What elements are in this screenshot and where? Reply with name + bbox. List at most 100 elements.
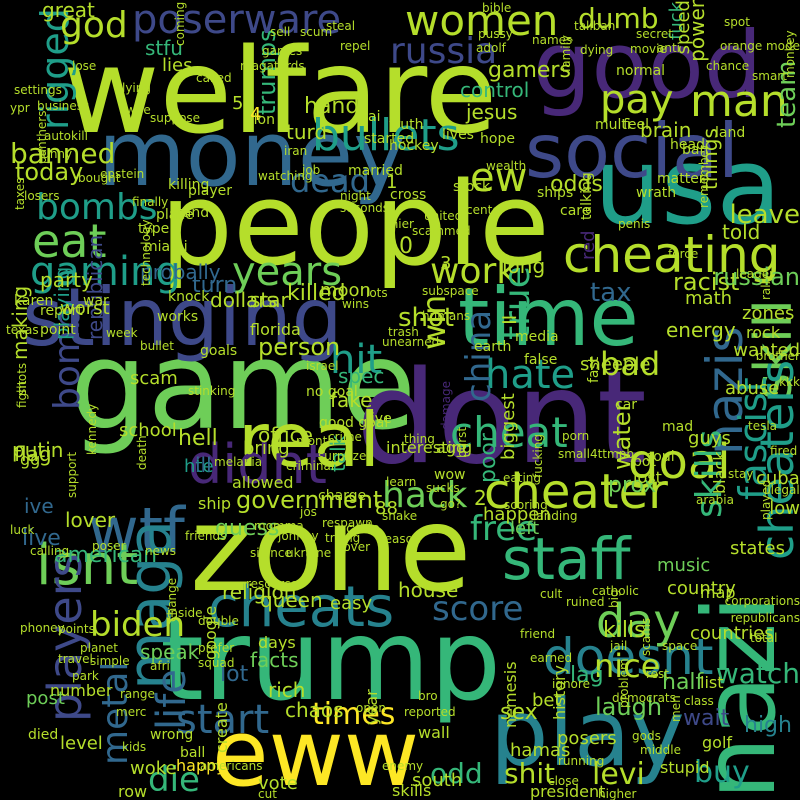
cloud-word-brain: brain [640, 118, 692, 142]
cloud-word-leader: leader [736, 267, 775, 281]
cloud-word-government: government [236, 486, 383, 514]
cloud-word-chance: chance [706, 59, 750, 73]
cloud-word-hit: hit [330, 337, 383, 383]
cloud-word-earth: earth [474, 339, 512, 355]
cloud-word-ukraine: ukraine [286, 546, 332, 560]
cloud-word-man: man [690, 76, 788, 127]
cloud-word-sucks: sucks [426, 481, 460, 495]
cloud-word-report: report [40, 303, 83, 319]
cloud-word-sell: sell [270, 25, 291, 39]
cloud-word-melania: melania [214, 455, 263, 469]
cloud-word-bullet: bullet [140, 339, 174, 353]
cloud-word-happy: happy [176, 756, 226, 775]
cloud-word-force: force [668, 247, 699, 261]
cloud-word-lots: lots [366, 286, 388, 300]
cloud-word-bullets: bullets [312, 110, 460, 161]
cloud-word-long: long [502, 254, 546, 278]
cloud-word-4: 4 [250, 104, 262, 125]
cloud-word-american: american [54, 543, 158, 568]
cloud-word-damage: damage [439, 380, 453, 430]
cloud-word-free: free [470, 509, 538, 549]
cloud-word-spec: spec [338, 364, 385, 388]
cloud-word-reported: reported [404, 705, 456, 719]
cloud-word-played: played [759, 479, 773, 520]
cloud-word-stinking: stinking [188, 384, 236, 398]
cloud-word-sex: sex [500, 700, 538, 725]
cloud-word-ago: ago [436, 438, 466, 457]
cloud-word-news: news [145, 544, 177, 558]
cloud-word-dead: dead [290, 162, 370, 200]
cloud-word-higher: higher [598, 787, 637, 800]
cloud-word-movie: movie [630, 42, 667, 56]
cloud-word-shot: shot [398, 303, 455, 333]
cloud-word-wow: wow [434, 467, 466, 483]
cloud-word-good-goal: good goal [319, 415, 389, 431]
cloud-word-media: media [515, 329, 559, 345]
cloud-word-started: started [364, 131, 415, 147]
cloud-word-stay: stay [728, 467, 754, 481]
cloud-word-democrats: democrats [612, 691, 676, 705]
cloud-word-job: job [302, 163, 321, 177]
cloud-word-surprize: surprize [318, 449, 367, 463]
cloud-word-miami: miami [144, 239, 188, 255]
cloud-word-technology: technology [139, 219, 153, 286]
cloud-word-kennedy: kennedy [85, 403, 99, 455]
cloud-word-small4ttmpb: small4ttmpb [558, 447, 634, 461]
cloud-word-lover: lover [340, 540, 371, 554]
cloud-word-land: land [715, 125, 746, 141]
cloud-word-taxes: taxes [13, 177, 27, 210]
cloud-word-care: care [560, 203, 591, 219]
cloud-word-staff: staff [502, 525, 631, 593]
cloud-word-charge: charge [318, 488, 367, 504]
cloud-word-no-goal: no goal [306, 384, 358, 400]
cloud-word-stinging: stinging [22, 271, 343, 364]
cloud-word-israel: israel [306, 359, 339, 373]
cloud-word-doesnt: doesnt [543, 628, 714, 686]
cloud-word-talking: talking [579, 172, 595, 220]
cloud-word-nice: nice [594, 647, 661, 685]
cloud-word-eating: eating [503, 471, 541, 485]
cloud-word-stupid: stupid [660, 758, 710, 777]
cloud-word-friend: friend [520, 627, 556, 641]
cloud-word-power: power [685, 0, 709, 62]
cloud-word-odd: odd [430, 757, 483, 790]
cloud-word-isnt: isnt [36, 533, 139, 598]
cloud-word-hte: hte [184, 456, 214, 477]
cloud-word-unearned: unearned [382, 335, 440, 349]
cloud-word-ill: ill [195, 453, 212, 477]
cloud-word-interesting: interesting [386, 438, 473, 457]
cloud-word-rock: rock [746, 323, 781, 342]
cloud-word-skills: skills [392, 781, 432, 800]
cloud-word-suppose: suppose [150, 111, 201, 125]
cloud-word-cheater: cheater [484, 464, 668, 520]
cloud-word-bet: bet [532, 690, 562, 711]
cloud-word-88: 88 [375, 498, 398, 519]
cloud-word-married: married [348, 163, 403, 179]
cloud-word-scam: scam [130, 368, 178, 389]
cloud-word-smart: smart [752, 69, 787, 83]
cloud-word-ive: ive [24, 494, 54, 518]
cloud-word-control: control [460, 78, 530, 102]
cloud-word-speak: speak [140, 640, 200, 664]
cloud-word-lose: lose [72, 59, 97, 73]
cloud-word-hand: hand [304, 94, 360, 119]
cloud-word-house: house [398, 578, 459, 602]
cloud-word-states: states [730, 538, 785, 559]
cloud-word-catholic: catholic [592, 584, 639, 598]
cloud-word-coming: coming [173, 1, 187, 46]
cloud-word-repel: repel [340, 39, 371, 53]
cloud-word-wtf: wtf [88, 494, 185, 567]
cloud-word-work: work [430, 251, 518, 292]
cloud-word-god: god [60, 5, 128, 46]
cloud-word-travel: travel [58, 652, 93, 666]
cloud-word-time: time [458, 271, 639, 364]
cloud-word-5: 5 [232, 93, 244, 114]
cloud-word-knock: knock [168, 289, 210, 305]
cloud-word-texas: texas [6, 323, 39, 337]
cloud-word-racist: racist [673, 268, 740, 296]
cloud-word-center: center [466, 203, 505, 217]
cloud-word-good: good [533, 12, 763, 119]
cloud-word-night: night [340, 189, 371, 203]
cloud-word-music: music [657, 555, 711, 576]
